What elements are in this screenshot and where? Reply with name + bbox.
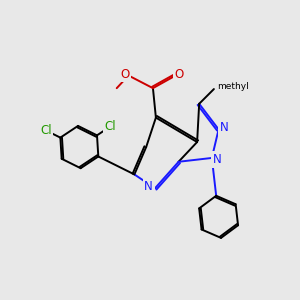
- Text: O: O: [120, 68, 129, 80]
- Text: N: N: [220, 122, 228, 134]
- Text: Cl: Cl: [105, 120, 116, 133]
- Text: Cl: Cl: [40, 124, 52, 137]
- Text: O: O: [175, 68, 184, 80]
- Text: N: N: [144, 180, 153, 193]
- Text: methyl: methyl: [218, 82, 249, 91]
- Text: N: N: [213, 153, 221, 166]
